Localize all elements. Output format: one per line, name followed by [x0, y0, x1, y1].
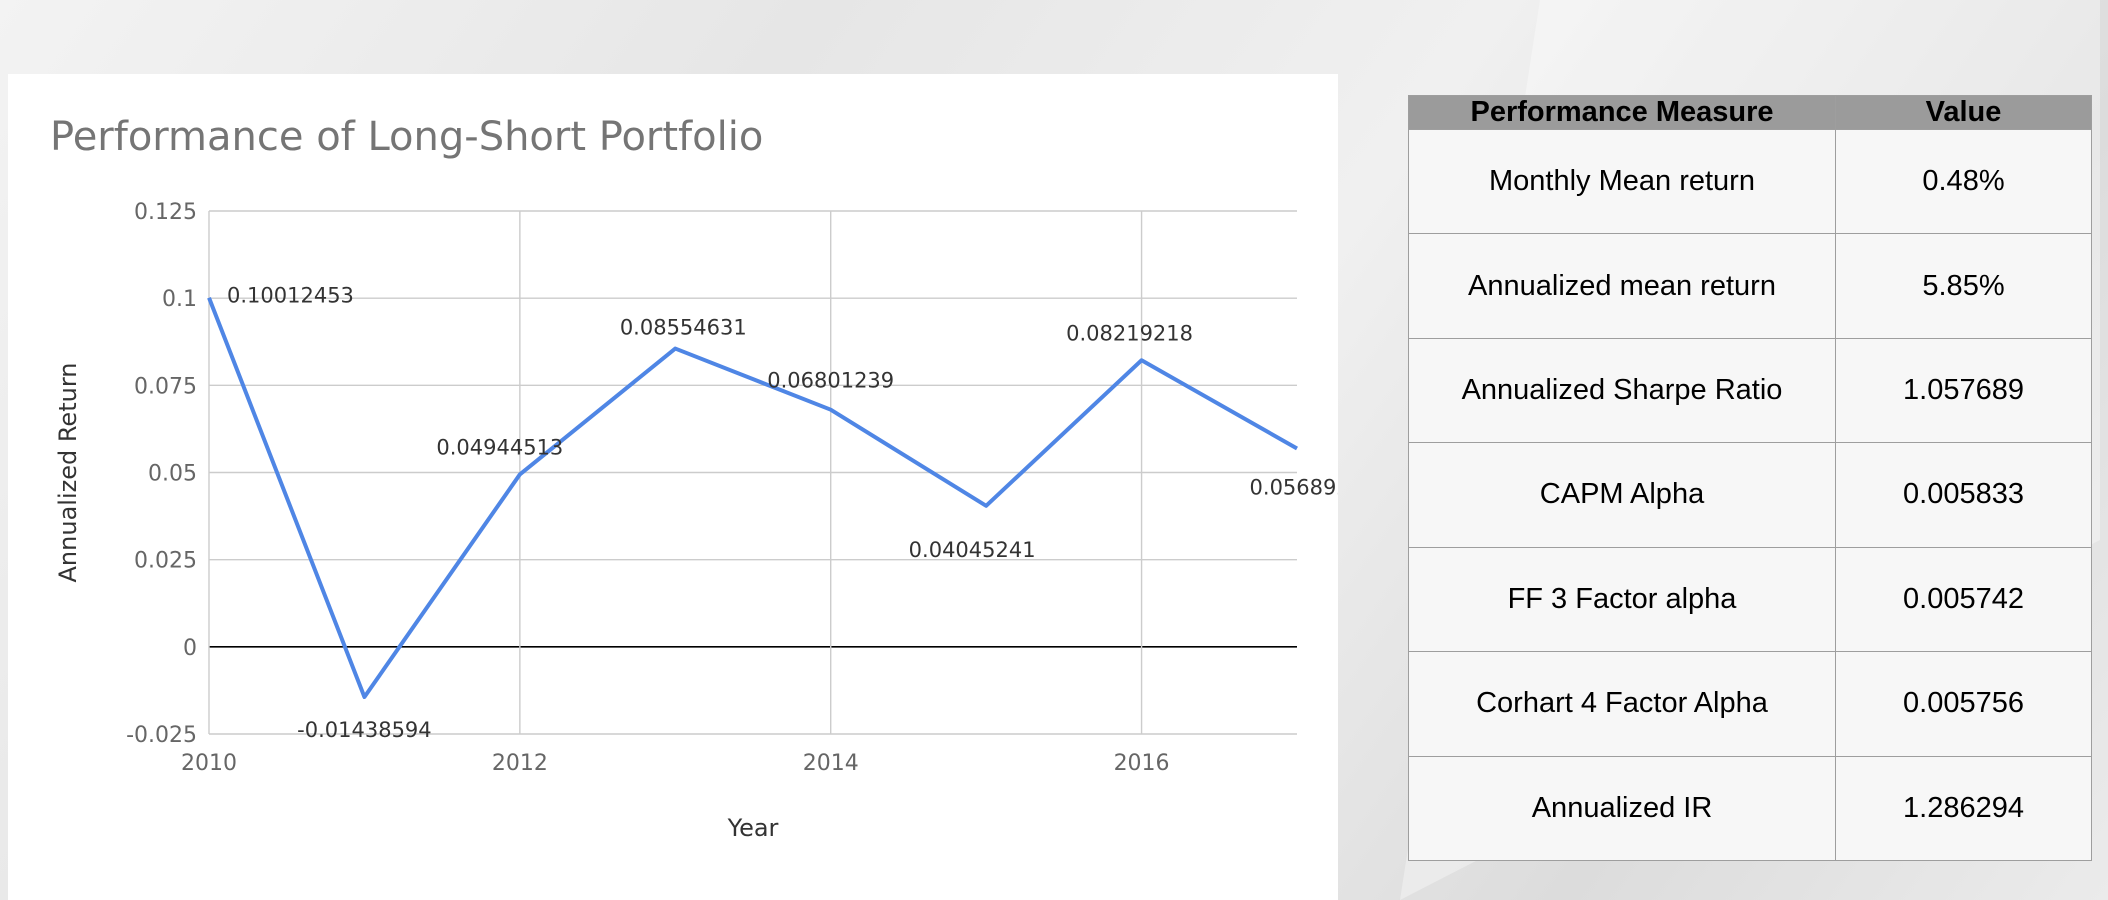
series-group: [207, 297, 1298, 699]
y-tick-label: 0.075: [134, 374, 197, 399]
header-value: Value: [1835, 95, 2092, 130]
data-label: 0.05689262: [1250, 475, 1338, 499]
x-tick-label: 2016: [1114, 751, 1170, 776]
table-row: Annualized mean return 5.85%: [1408, 233, 2092, 339]
table-row: CAPM Alpha 0.005833: [1408, 442, 2092, 548]
data-label: 0.04045241: [909, 538, 1036, 562]
line-chart: -0.025 0 0.025 0.05 0.075 0.1 0.125 2010 2012 201…: [54, 200, 1338, 842]
grid-lines: [208, 210, 1297, 735]
data-labels: 0.10012453 -0.01438594 0.04944513 0.0855463…: [227, 284, 1338, 742]
y-tick-label: 0: [183, 636, 197, 661]
x-axis-title: Year: [727, 814, 779, 842]
x-tick-label: 2010: [181, 751, 237, 776]
table-row: FF 3 Factor alpha 0.005742: [1408, 546, 2092, 653]
series-line: [207, 297, 1298, 699]
data-label: 0.10012453: [227, 284, 354, 308]
header-performance-measure: Performance Measure: [1408, 95, 1836, 130]
value-cell: 5.85%: [1835, 233, 2092, 339]
value-cell: 0.005756: [1835, 651, 2092, 757]
chart-panel: Performance of Long-Short Portfolio -0.0…: [8, 74, 1338, 900]
table-row: Monthly Mean return 0.48%: [1408, 128, 2092, 235]
measure-cell: Annualized Sharpe Ratio: [1408, 337, 1836, 444]
data-label: 0.08219218: [1066, 321, 1193, 345]
value-cell: 1.057689: [1835, 337, 2092, 444]
table-row: Annualized IR 1.286294: [1408, 755, 2092, 862]
measure-cell: Corhart 4 Factor Alpha: [1408, 651, 1836, 757]
data-label: 0.04944513: [436, 435, 563, 459]
axis-ticks: -0.025 0 0.025 0.05 0.075 0.1 0.125 2010 2012 201…: [126, 200, 1169, 776]
y-axis-title: Annualized Return: [54, 363, 82, 583]
x-tick-label: 2012: [492, 751, 548, 776]
measure-cell: Annualized IR: [1408, 755, 1836, 862]
measure-cell: CAPM Alpha: [1408, 442, 1836, 548]
y-tick-label: 0.125: [134, 200, 197, 225]
value-cell: 1.286294: [1835, 755, 2092, 862]
value-cell: 0.005833: [1835, 442, 2092, 548]
table-row: Annualized Sharpe Ratio 1.057689: [1408, 337, 2092, 444]
x-tick-label: 2014: [803, 751, 859, 776]
table-header-row: Performance Measure Value: [1408, 95, 2092, 130]
y-tick-label: 0.1: [162, 287, 197, 312]
y-tick-label: 0.05: [148, 462, 197, 487]
value-cell: 0.005742: [1835, 546, 2092, 653]
data-label: -0.01438594: [297, 718, 432, 742]
measure-cell: FF 3 Factor alpha: [1408, 546, 1836, 653]
data-label: 0.06801239: [767, 369, 894, 393]
y-tick-label: -0.025: [126, 723, 197, 748]
performance-table: Performance Measure Value Monthly Mean r…: [1408, 95, 2092, 862]
y-tick-label: 0.025: [134, 549, 197, 574]
measure-cell: Monthly Mean return: [1408, 128, 1836, 235]
value-cell: 0.48%: [1835, 128, 2092, 235]
table-row: Corhart 4 Factor Alpha 0.005756: [1408, 651, 2092, 757]
chart-title: Performance of Long-Short Portfolio: [50, 114, 764, 160]
measure-cell: Annualized mean return: [1408, 233, 1836, 339]
data-label: 0.08554631: [620, 316, 747, 340]
